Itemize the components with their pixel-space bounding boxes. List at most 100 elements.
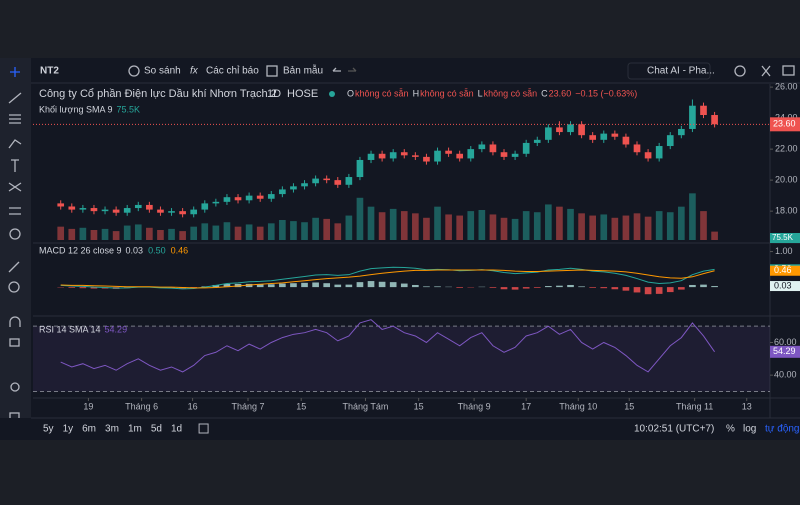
macd-hist — [578, 286, 585, 287]
candle-body — [589, 135, 596, 140]
ohlc-l: L — [478, 88, 483, 98]
range-button[interactable]: 1d — [171, 424, 182, 435]
candle-body — [68, 206, 75, 209]
templates-button[interactable]: Bản mẫu — [283, 64, 323, 77]
candle-body — [434, 151, 441, 162]
x-tick-label: 15 — [296, 401, 306, 411]
candle-body — [423, 157, 430, 162]
volume-bar — [379, 212, 386, 240]
macd-hist — [334, 285, 341, 287]
macd-hist — [68, 287, 75, 288]
x-tick-label: Tháng Tám — [343, 401, 389, 411]
macd-hist — [312, 282, 319, 287]
ohlc-h-value: không có sẵn — [420, 88, 474, 98]
interval: 1D — [267, 88, 281, 100]
volume-bar — [512, 219, 519, 240]
last-price-label: 23.60 — [773, 119, 796, 129]
candle-body — [290, 186, 297, 189]
volume-bar — [91, 230, 98, 240]
range-button[interactable]: 3m — [105, 424, 119, 435]
macd-hist — [423, 286, 430, 287]
volume-bar — [235, 227, 242, 240]
range-button[interactable]: 1y — [63, 424, 74, 435]
candle-body — [412, 155, 419, 157]
volume-bar — [689, 193, 696, 240]
volume-bar — [201, 223, 208, 240]
candle-body — [257, 196, 264, 199]
x-tick-label: Tháng 10 — [559, 401, 597, 411]
rsi-last-label: 54.29 — [773, 346, 796, 356]
candle-body — [512, 154, 519, 157]
macd-hist — [534, 287, 541, 288]
candle-body — [634, 144, 641, 152]
macd-hist — [412, 285, 419, 287]
volume-bar — [224, 222, 231, 240]
candle-body — [379, 154, 386, 159]
macd-hist — [711, 286, 718, 287]
volume-bar — [634, 213, 641, 240]
macd-hist — [456, 287, 463, 288]
volume-bar — [179, 231, 186, 240]
volume-bar — [190, 227, 197, 240]
candle-body — [623, 137, 630, 145]
candle-body — [401, 152, 408, 155]
symbol[interactable]: NT2 — [40, 66, 59, 77]
volume-bar — [578, 213, 585, 240]
log-toggle[interactable]: log — [743, 424, 756, 435]
ohlc-l-value: không có sẵn — [484, 88, 538, 98]
macd-hist — [279, 284, 286, 288]
x-tick-label: 13 — [742, 401, 752, 411]
macd-value: 0.50 — [148, 245, 166, 255]
rsi-tick-label: 40.00 — [774, 370, 797, 380]
macd-hist — [512, 287, 519, 289]
volume-bar — [334, 223, 341, 240]
macd-last-label: 0.46 — [774, 265, 792, 275]
candle-body — [390, 152, 397, 158]
candle-body — [545, 127, 552, 139]
volume-value: 75.5K — [116, 104, 140, 114]
fx-icon: fx — [190, 66, 199, 77]
x-tick-label: 17 — [521, 401, 531, 411]
candle-body — [501, 152, 508, 157]
macd-hist — [346, 285, 353, 287]
ohlc-change: −0.15 (−0.63%) — [575, 88, 637, 98]
volume-bar — [257, 227, 264, 240]
volume-bar — [711, 232, 718, 240]
macd-hist — [545, 286, 552, 287]
candle-body — [102, 210, 109, 212]
indicators-button[interactable]: Các chỉ báo — [206, 65, 259, 77]
chat-button[interactable]: Chat AI - Pha... — [647, 66, 715, 77]
compare-button[interactable]: So sánh — [144, 66, 181, 77]
macd-hist — [567, 285, 574, 287]
macd-hist — [434, 286, 441, 287]
candle-body — [135, 205, 142, 208]
volume-bar — [113, 231, 120, 240]
volume-bar — [645, 217, 652, 240]
ohlc-o-value: không có sẵn — [355, 88, 409, 98]
x-tick-label: Tháng 6 — [125, 401, 158, 411]
volume-bar — [102, 229, 109, 240]
x-tick-label: Tháng 9 — [458, 401, 491, 411]
candle-body — [235, 197, 242, 200]
macd-hist — [623, 287, 630, 291]
candle-body — [124, 208, 131, 213]
candle-body — [645, 152, 652, 158]
range-button[interactable]: 6m — [82, 424, 96, 435]
percent-toggle[interactable]: % — [726, 424, 735, 435]
range-button[interactable]: 5y — [43, 424, 54, 435]
candle-body — [600, 134, 607, 140]
auto-toggle[interactable]: tự động — [765, 424, 800, 435]
volume-bar — [68, 229, 75, 240]
y-tick-label: 22.00 — [775, 143, 798, 153]
macd-last-label: 0.03 — [774, 280, 792, 290]
volume-bar — [368, 207, 375, 240]
volume-bar — [445, 214, 452, 240]
macd-hist — [401, 284, 408, 288]
range-button[interactable]: 5d — [151, 424, 162, 435]
rsi-legend: RSI 14 SMA 14 — [39, 324, 101, 334]
macd-hist — [689, 285, 696, 287]
range-button[interactable]: 1m — [128, 424, 142, 435]
exchange: HOSE — [287, 88, 318, 100]
ohlc-h: H — [413, 88, 420, 98]
volume-bar — [534, 212, 541, 240]
